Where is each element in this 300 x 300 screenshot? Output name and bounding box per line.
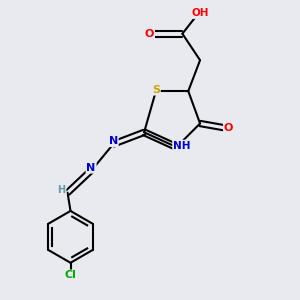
Text: O: O [224,123,233,133]
Text: N: N [109,136,118,146]
Text: H: H [58,185,66,195]
Text: S: S [152,85,160,94]
Text: O: O [145,29,154,39]
Text: OH: OH [191,8,209,18]
Text: N: N [86,163,96,173]
Text: NH: NH [173,141,190,151]
Text: Cl: Cl [64,270,76,280]
